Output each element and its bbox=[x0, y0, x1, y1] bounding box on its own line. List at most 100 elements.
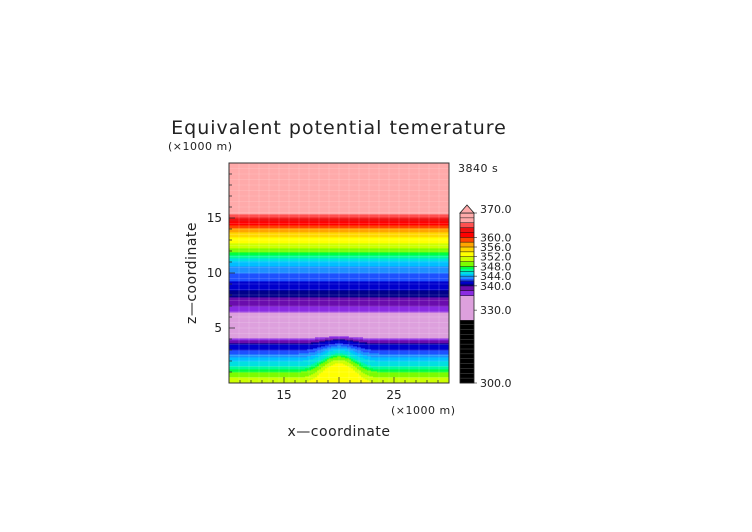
colorbar-swatch bbox=[460, 261, 474, 267]
contour-cell bbox=[229, 302, 450, 304]
contour-cell bbox=[329, 355, 334, 357]
contour-cell bbox=[363, 339, 450, 341]
contour-cell bbox=[229, 347, 318, 349]
contour-cell bbox=[229, 273, 450, 275]
contour-cell bbox=[229, 164, 450, 166]
contour-cell bbox=[229, 367, 310, 369]
contour-cell bbox=[371, 381, 450, 383]
contour-cell bbox=[325, 340, 332, 342]
contour-cell bbox=[229, 295, 450, 297]
contour-cell bbox=[353, 345, 450, 347]
contour-cell bbox=[229, 185, 450, 187]
contour-cell bbox=[315, 339, 334, 341]
contour-cell bbox=[337, 345, 342, 347]
contour-cell bbox=[357, 372, 364, 374]
contour-cell bbox=[361, 347, 450, 349]
contour-cell bbox=[229, 337, 316, 339]
contour-cell bbox=[229, 277, 450, 279]
contour-cell bbox=[229, 361, 318, 363]
contour-cell bbox=[335, 353, 344, 355]
contour-cell bbox=[353, 350, 362, 352]
contour-cell bbox=[325, 341, 354, 343]
contour-cell bbox=[321, 359, 326, 361]
contour-cell bbox=[229, 256, 450, 258]
contour-cell bbox=[359, 365, 364, 367]
contour-cell bbox=[229, 175, 450, 177]
contour-cell bbox=[365, 368, 374, 370]
contour-cell bbox=[351, 356, 360, 358]
contour-cell bbox=[325, 353, 336, 355]
colorbar-swatch bbox=[460, 237, 474, 243]
contour-cell bbox=[229, 349, 308, 351]
contour-cell bbox=[369, 359, 450, 361]
contour-cell bbox=[229, 364, 312, 366]
contour-cell bbox=[229, 243, 450, 245]
contour-cell bbox=[229, 249, 450, 251]
contour-cell bbox=[229, 373, 314, 375]
contour-cell bbox=[229, 343, 314, 345]
contour-cell bbox=[229, 184, 450, 186]
contour-cell bbox=[229, 294, 450, 296]
contour-cell bbox=[323, 348, 332, 350]
contour-cell bbox=[313, 358, 324, 360]
contour-cell bbox=[229, 239, 450, 241]
contour-cell bbox=[229, 329, 450, 331]
colorbar-swatch bbox=[460, 281, 474, 284]
contour-cell bbox=[347, 361, 354, 363]
contour-cell bbox=[369, 380, 450, 382]
contour-cell bbox=[229, 232, 450, 234]
contour-cell bbox=[317, 363, 322, 365]
contour-cell bbox=[229, 208, 450, 210]
contour-cell bbox=[229, 327, 450, 329]
contour-cell bbox=[229, 242, 450, 244]
colorbar-swatch bbox=[460, 283, 474, 287]
contour-cell bbox=[365, 348, 450, 350]
contour-cell bbox=[345, 350, 354, 352]
contour-cell bbox=[229, 167, 450, 169]
contour-cell bbox=[229, 287, 450, 289]
contour-cell bbox=[229, 381, 308, 383]
contour-cell bbox=[229, 219, 450, 221]
contour-cell bbox=[367, 342, 450, 344]
contour-cell bbox=[325, 369, 354, 371]
contour-cell bbox=[365, 363, 450, 365]
contour-cell bbox=[229, 247, 450, 249]
contour-cell bbox=[229, 316, 450, 318]
contour-cell bbox=[359, 356, 372, 358]
contour-cell bbox=[329, 357, 334, 359]
contour-cell bbox=[319, 374, 360, 376]
contour-cell bbox=[329, 336, 350, 338]
contour-cell bbox=[229, 304, 450, 306]
contour-cell bbox=[229, 290, 450, 292]
contour-cell bbox=[347, 354, 356, 356]
x-tick-label: 20 bbox=[331, 388, 346, 402]
colorbar-tick-label: 330.0 bbox=[480, 304, 512, 317]
contour-cell bbox=[301, 371, 318, 373]
contour-cell bbox=[229, 266, 450, 268]
contour-cell bbox=[363, 367, 370, 369]
contour-cell bbox=[229, 356, 308, 358]
contour-cell bbox=[229, 374, 312, 376]
contour-cell bbox=[303, 360, 320, 362]
contour-cell bbox=[323, 366, 330, 368]
contour-cell bbox=[329, 362, 350, 364]
y-tick-label: 10 bbox=[207, 266, 222, 280]
contour-cell bbox=[327, 358, 330, 360]
contour-cell bbox=[229, 259, 450, 261]
contour-cell bbox=[355, 358, 366, 360]
contour-cell bbox=[229, 257, 450, 259]
contour-cell bbox=[335, 343, 344, 345]
colorbar-tick-label: 300.0 bbox=[480, 377, 512, 390]
contour-cell bbox=[229, 285, 450, 287]
contour-cell bbox=[349, 349, 358, 351]
contour-cell bbox=[323, 371, 356, 373]
contour-cell bbox=[321, 367, 328, 369]
contour-cell bbox=[229, 173, 450, 175]
contour-cell bbox=[229, 269, 450, 271]
contour-cell bbox=[309, 359, 322, 361]
contour-cell bbox=[327, 352, 352, 354]
contour-cell bbox=[317, 376, 362, 378]
contour-cell bbox=[363, 365, 372, 367]
y-unit-label: (×1000 m) bbox=[168, 140, 233, 153]
contour-cell bbox=[313, 363, 318, 365]
